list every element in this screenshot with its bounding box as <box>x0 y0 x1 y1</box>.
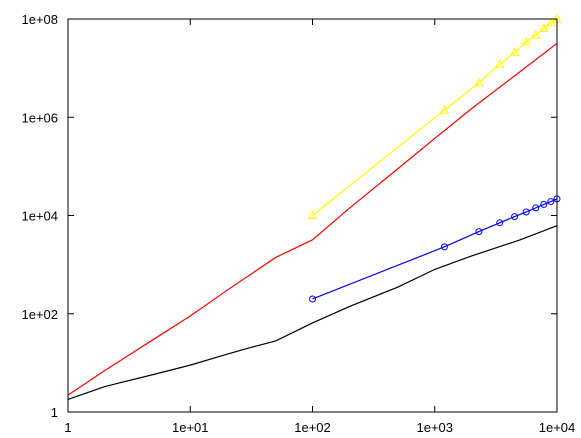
series-3-point <box>309 295 316 303</box>
series-line-3 <box>312 198 558 300</box>
series-2-point <box>474 77 484 87</box>
x-tick-label: 1e+03 <box>416 420 453 435</box>
series-3-point <box>475 228 483 236</box>
y-tick-label: 1e+06 <box>21 110 58 125</box>
series-3-point <box>547 198 555 206</box>
plot-marks <box>67 13 562 401</box>
series-3-point <box>522 208 530 216</box>
series-2-point <box>439 105 450 114</box>
series-2-point <box>521 36 531 46</box>
x-tick-label: 1 <box>64 420 71 435</box>
series-2-point <box>531 30 541 39</box>
series-3-point <box>540 200 548 208</box>
y-tick-label: 1e+08 <box>21 12 58 27</box>
y-tick-label: 1e+04 <box>21 209 58 224</box>
series-3-point <box>511 213 519 221</box>
series-2-point <box>539 23 549 33</box>
x-tick-label: 1e+04 <box>539 420 576 435</box>
y-tick-label: 1e+02 <box>21 307 58 322</box>
series-2-point <box>495 59 505 68</box>
series-line-2 <box>312 18 558 216</box>
series-3-point <box>440 243 448 251</box>
series-3-point <box>496 219 504 227</box>
series-3-point <box>532 204 540 212</box>
axis-ticks <box>67 18 558 413</box>
y-tick-label: 1 <box>51 405 58 420</box>
x-tick-label: 1e+01 <box>172 420 209 435</box>
axis-tick-labels: 1 1e+01 1e+02 1e+03 1e+04 1 1e+02 1e+04 1e+06 1e+… <box>21 12 575 435</box>
x-tick-label: 1e+02 <box>294 420 331 435</box>
series-line-0 <box>67 42 558 396</box>
series-2-point <box>509 47 520 56</box>
series-2-point <box>307 210 318 219</box>
series-line-1 <box>67 225 558 401</box>
